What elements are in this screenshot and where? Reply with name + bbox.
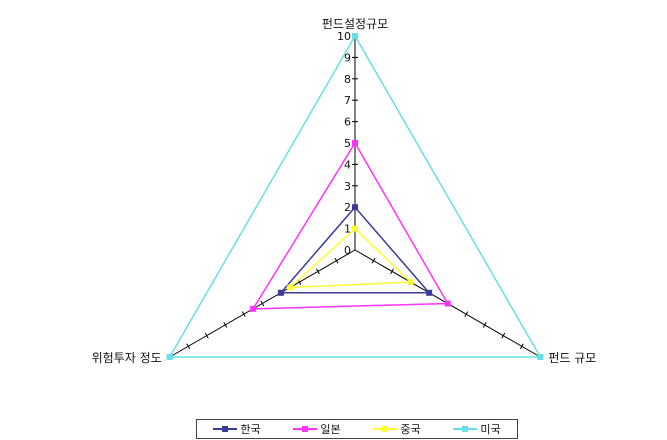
axis-tick-2-5	[260, 300, 265, 307]
legend-item-korea: 한국	[213, 421, 261, 437]
legend-swatch-korea	[213, 425, 238, 433]
axis-tick-1-1	[371, 257, 376, 264]
series-polygon-2	[288, 227, 413, 289]
tick-label-2: 2	[344, 201, 351, 214]
axis-tick-2-2	[316, 268, 320, 275]
legend-label-japan: 일본	[320, 423, 341, 436]
series-marker-2-2	[287, 284, 294, 291]
tick-label-7: 7	[344, 94, 351, 107]
tick-label-0: 0	[344, 244, 351, 257]
axis-label-fund-setup-size: 펀드설정규모	[322, 17, 388, 31]
series-polygon-0	[279, 206, 431, 294]
legend-swatch-usa	[453, 425, 478, 433]
legend-label-korea: 한국	[240, 423, 261, 436]
axis-tick-1-8	[501, 332, 506, 339]
legend-swatch-japan	[293, 425, 318, 433]
legend-item-usa: 미국	[453, 421, 501, 437]
series-polygon-3	[168, 34, 542, 358]
tick-label-1: 1	[344, 223, 351, 236]
axis-tick-2-6	[241, 311, 246, 318]
tick-label-9: 9	[344, 51, 351, 64]
tick-label-5: 5	[344, 137, 351, 150]
series-marker-3-2	[166, 354, 173, 360]
legend-item-japan: 일본	[293, 421, 341, 437]
axis-tick-1-6	[464, 311, 469, 318]
series-marker-1-2	[250, 305, 257, 312]
axis-tick-2-8	[204, 332, 209, 339]
series-marker-1-1	[444, 300, 451, 307]
axes-layer	[167, 35, 543, 360]
axis-tick-1-9	[519, 343, 524, 350]
series-layer	[166, 33, 544, 360]
axis-tick-2-1	[334, 257, 339, 264]
series-marker-0-2	[277, 289, 284, 296]
legend-swatch-china	[373, 425, 398, 433]
series-marker-3-0	[352, 33, 358, 39]
labels-layer: 펀드설정규모 펀드 규모 위험투자 정도 0 1 2 3 4 5 6 7 8 9 10	[92, 17, 597, 365]
tick-label-4: 4	[344, 158, 351, 171]
legend-item-china: 중국	[373, 421, 421, 437]
series-marker-0-1	[426, 289, 433, 296]
tick-label-3: 3	[344, 180, 351, 193]
series-marker-3-1	[537, 354, 544, 360]
tick-label-6: 6	[344, 116, 351, 129]
axis-tick-2-9	[186, 343, 191, 350]
axis-tick-1-2	[390, 268, 394, 275]
series-marker-0-0	[352, 204, 358, 211]
series-marker-2-1	[407, 279, 414, 286]
legend-label-china: 중국	[400, 423, 421, 436]
series-marker-2-0	[352, 225, 358, 232]
legend: 한국 일본 중국 미국	[196, 419, 518, 439]
tick-label-8: 8	[344, 73, 351, 86]
axis-label-fund-size: 펀드 규모	[548, 351, 596, 365]
series-polygon-1	[251, 141, 449, 310]
axis-tick-1-7	[482, 322, 487, 328]
axis-label-risk-investment: 위험투자 정도	[92, 351, 162, 365]
series-marker-1-0	[352, 140, 358, 146]
axis-tick-2-7	[223, 322, 228, 328]
tick-label-10: 10	[337, 30, 351, 43]
legend-label-usa: 미국	[480, 423, 501, 436]
